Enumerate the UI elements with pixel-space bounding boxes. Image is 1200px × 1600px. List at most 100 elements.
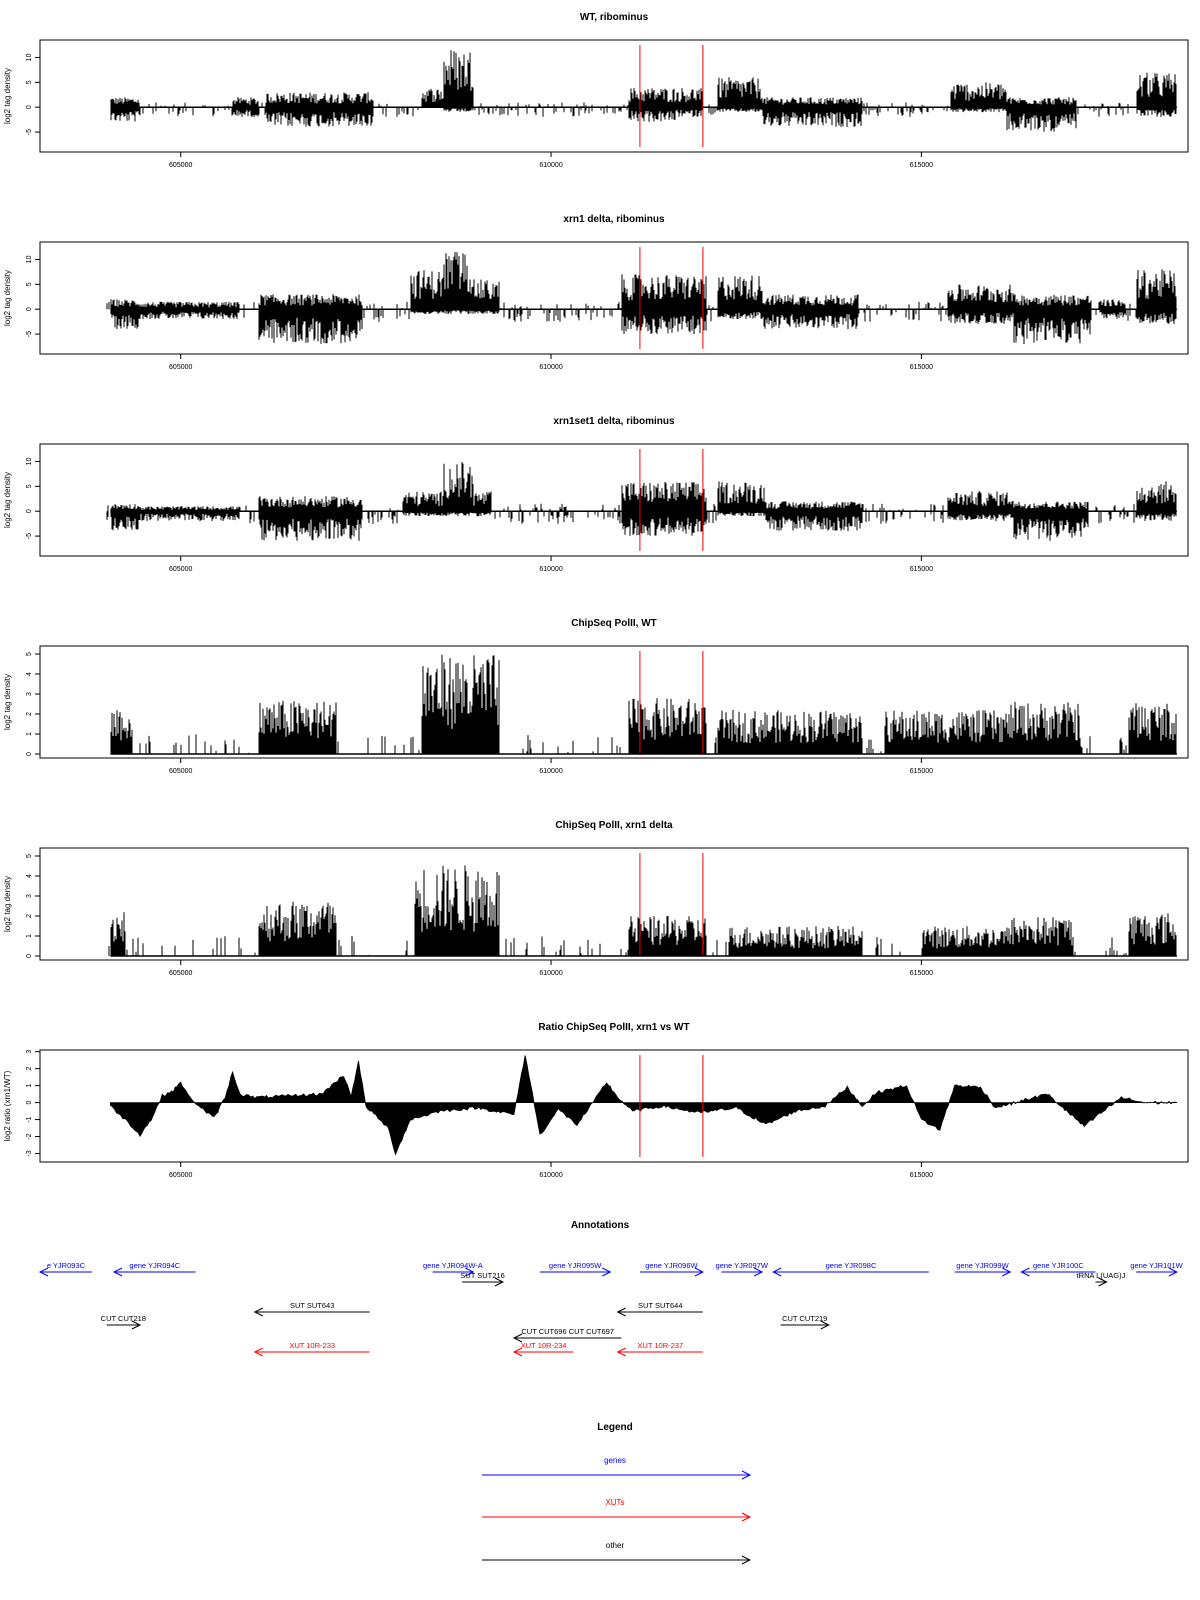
x-tick-label: 610000	[539, 162, 562, 169]
x-tick-label: 615000	[910, 162, 933, 169]
annotation-label: gene YJR094W-A	[423, 1261, 483, 1270]
annotation-feature: e YJR093C	[38, 1261, 92, 1277]
annotation-feature: CUT CUT219	[780, 1314, 830, 1330]
y-tick-label: 5	[26, 484, 33, 488]
x-tick-label: 615000	[910, 970, 933, 977]
arrow-head	[820, 1320, 830, 1330]
annotation-label: gene YJR094C	[129, 1261, 180, 1270]
plot-frame	[39, 1049, 1189, 1163]
annotation-label: gene YJR095W	[549, 1261, 602, 1270]
chart-title: xrn1 delta, ribominus	[563, 214, 665, 225]
x-tick-label: 605000	[169, 768, 192, 775]
arrow-head	[112, 1267, 123, 1277]
x-tick-label: 610000	[539, 970, 562, 977]
plot-frame	[39, 443, 1189, 557]
chart-panel-3: xrn1set1 delta, ribominus log2 tag densit…	[3, 416, 1189, 573]
x-tick-label: 615000	[910, 1172, 933, 1179]
y-tick-label: 3	[26, 894, 33, 898]
y-tick-label: 2	[26, 1067, 33, 1071]
y-tick-label: 3	[26, 692, 33, 696]
annotation-feature: gene YJR101W	[1130, 1261, 1184, 1277]
y-tick-label: 10	[26, 255, 33, 263]
chart-panel-4: ChipSeq PolII, WT log2 tag density 0 1 2 3 4 5 6…	[3, 618, 1189, 775]
annotation-feature: tRNA L(UAG)J	[1077, 1271, 1126, 1287]
legend-label: other	[606, 1541, 625, 1550]
annotation-label: XUT 10R-234	[521, 1341, 567, 1350]
annotation-label: gene YJR100C	[1033, 1261, 1084, 1270]
y-tick-label: 5	[26, 854, 33, 858]
annotation-feature: CUT CUT696 CUT CUT697	[512, 1327, 622, 1343]
arrow-head	[616, 1307, 626, 1317]
annotation-feature: gene YJR098C	[772, 1261, 929, 1277]
legend-item: XUTs	[482, 1498, 752, 1522]
y-tick-label: -1	[26, 1116, 33, 1122]
y-tick-label: 0	[26, 509, 33, 513]
x-tick-label: 610000	[539, 1172, 562, 1179]
x-tick-label: 615000	[910, 364, 933, 371]
y-tick-label: 5	[26, 80, 33, 84]
plot-frame	[39, 645, 1189, 759]
y-tick-label: 2	[26, 914, 33, 918]
y-tick-label: 2	[26, 712, 33, 716]
arrow-head	[772, 1267, 782, 1277]
annotation-label: CUT CUT219	[782, 1314, 827, 1323]
arrow-head	[253, 1347, 264, 1357]
arrow-head	[741, 1512, 752, 1522]
arrow-head	[694, 1267, 704, 1277]
chart-title: ChipSeq PolII, xrn1 delta	[555, 820, 673, 831]
annotation-feature: SUT SUT643	[253, 1301, 370, 1317]
chart-panel-5: ChipSeq PolII, xrn1 delta log2 tag densit…	[3, 820, 1189, 977]
annotation-feature: SUT SUT216	[460, 1271, 505, 1287]
data-series	[110, 1055, 1178, 1156]
arrow-head	[1098, 1277, 1108, 1287]
annotation-label: SUT SUT216	[460, 1271, 504, 1280]
annotation-feature: gene YJR097W	[716, 1261, 769, 1277]
y-axis-label: log2 tag density	[3, 674, 12, 730]
annotation-label: CUT CUT696 CUT CUT697	[521, 1327, 614, 1336]
y-axis-label: log2 tag density	[3, 876, 12, 932]
legend-label: genes	[604, 1456, 626, 1465]
y-tick-label: 5	[26, 652, 33, 656]
x-tick-label: 605000	[169, 970, 192, 977]
y-tick-label: 3	[26, 1050, 33, 1054]
chart-title: ChipSeq PolII, WT	[571, 618, 657, 629]
arrow-head	[38, 1267, 49, 1277]
annotation-feature: SUT SUT644	[616, 1301, 703, 1317]
x-tick-label: 615000	[910, 768, 933, 775]
y-tick-label: 10	[26, 457, 33, 465]
legend-item: other	[482, 1541, 752, 1565]
y-tick-label: -5	[26, 331, 33, 337]
x-tick-label: 605000	[169, 162, 192, 169]
x-tick-label: 605000	[169, 364, 192, 371]
arrow-head	[131, 1320, 142, 1330]
y-tick-label: 0	[26, 752, 33, 756]
annotation-label: SUT SUT644	[638, 1301, 682, 1310]
y-tick-label: -3	[26, 1150, 33, 1156]
arrow-head	[1020, 1267, 1030, 1277]
plot-frame	[39, 241, 1189, 355]
annotation-label: gene YJR097W	[716, 1261, 769, 1270]
arrow-head	[741, 1470, 752, 1480]
plot-frame	[39, 847, 1189, 961]
chart-title: xrn1set1 delta, ribominus	[553, 416, 675, 427]
y-tick-label: 4	[26, 672, 33, 676]
arrow-head	[1168, 1267, 1179, 1277]
x-tick-label: 610000	[539, 566, 562, 573]
y-tick-label: 1	[26, 732, 33, 736]
annotation-label: CUT CUT218	[101, 1314, 146, 1323]
density-bars	[110, 654, 1177, 754]
density-bars	[110, 50, 1177, 132]
y-tick-label: 0	[26, 105, 33, 109]
arrow-head	[741, 1555, 752, 1565]
chart-panel-1: WT, ribominus log2 tag density -5 0 5 10 60500…	[3, 12, 1189, 169]
data-series	[106, 462, 1177, 541]
density-bars	[106, 252, 1177, 344]
annotation-label: tRNA L(UAG)J	[1077, 1271, 1126, 1280]
data-series	[108, 865, 1177, 957]
arrow-head	[465, 1267, 475, 1277]
annotation-label: XUT 10R-233	[289, 1341, 335, 1350]
ratio-area	[110, 1055, 1178, 1156]
chart-title: WT, ribominus	[580, 12, 649, 23]
data-series	[110, 654, 1177, 755]
y-tick-label: 5	[26, 282, 33, 286]
